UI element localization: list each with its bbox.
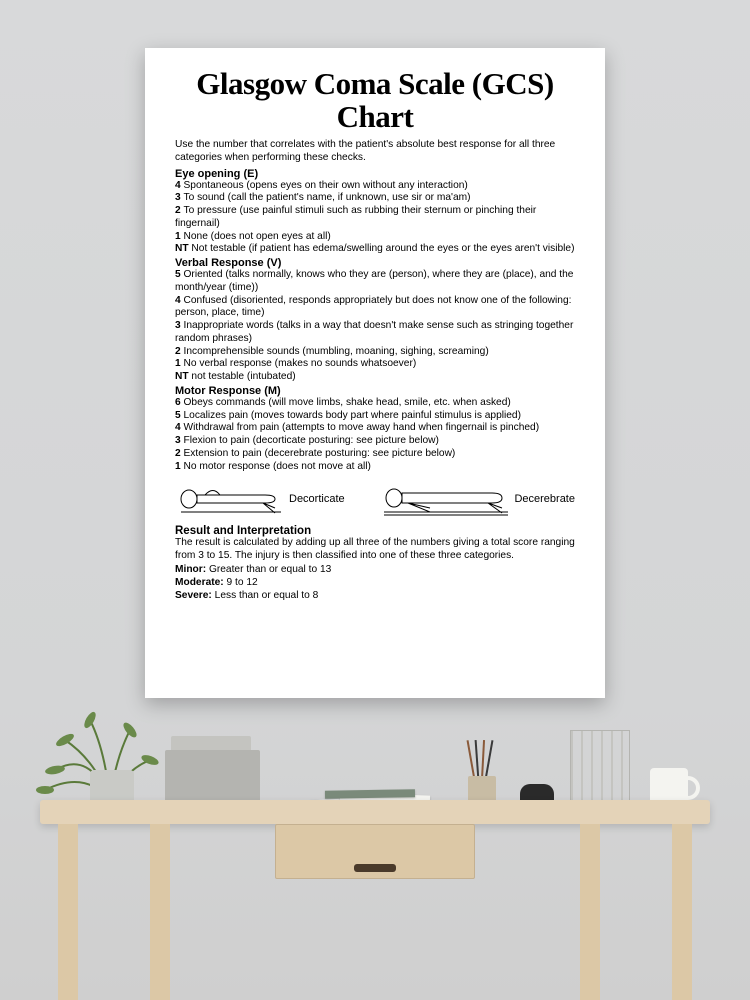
score-text: Obeys commands (will move limbs, shake h… (184, 397, 511, 408)
scale-item: 4 Confused (disoriented, responds approp… (175, 295, 575, 321)
motor-items: 6 Obeys commands (will move limbs, shake… (175, 397, 575, 474)
score: 1 (175, 231, 184, 242)
wire-rack (570, 730, 630, 810)
decerebrate-label: Decerebrate (514, 493, 575, 505)
table-leg (58, 824, 78, 1000)
classification-row: Severe: Less than or equal to 8 (175, 589, 575, 602)
score-text: Extension to pain (decerebrate posturing… (184, 448, 456, 459)
score: 1 (175, 358, 184, 369)
table-leg (672, 824, 692, 1000)
result-classes: Minor: Greater than or equal to 13Modera… (175, 563, 575, 603)
classification-range: 9 to 12 (227, 577, 258, 588)
score: 1 (175, 461, 184, 472)
score-text: Flexion to pain (decorticate posturing: … (184, 435, 439, 446)
score-text: Oriented (talks normally, knows who they… (175, 269, 573, 293)
score: 4 (175, 295, 184, 306)
scale-item: 1 No motor response (does not move at al… (175, 461, 575, 474)
verbal-items: 5 Oriented (talks normally, knows who th… (175, 269, 575, 384)
classification-range: Greater than or equal to 13 (209, 564, 331, 575)
score-text: None (does not open eyes at all) (184, 231, 331, 242)
decorticate-figure: Decorticate (175, 478, 345, 520)
score: 2 (175, 448, 184, 459)
desk-scene (0, 710, 750, 1000)
score: 4 (175, 422, 184, 433)
table-leg (580, 824, 600, 1000)
scale-item: 2 Extension to pain (decerebrate posturi… (175, 448, 575, 461)
classification-row: Minor: Greater than or equal to 13 (175, 563, 575, 576)
poster-title: Glasgow Coma Scale (GCS) Chart (175, 68, 575, 133)
score: 3 (175, 435, 184, 446)
classification-row: Moderate: 9 to 12 (175, 576, 575, 589)
score-text: To pressure (use painful stimuli such as… (175, 205, 536, 229)
intro-text: Use the number that correlates with the … (175, 139, 575, 165)
score: 3 (175, 320, 184, 331)
scale-item: 3 Inappropriate words (talks in a way th… (175, 320, 575, 346)
score: 6 (175, 397, 184, 408)
section-head-verbal: Verbal Response (V) (175, 257, 575, 269)
eye-items: 4 Spontaneous (opens eyes on their own w… (175, 180, 575, 257)
scale-item: 3 Flexion to pain (decorticate posturing… (175, 435, 575, 448)
score-text: Incomprehensible sounds (mumbling, moani… (184, 346, 489, 357)
scale-item: 3 To sound (call the patient's name, if … (175, 192, 575, 205)
drawer (275, 824, 475, 879)
score: 4 (175, 180, 184, 191)
decorticate-label: Decorticate (289, 493, 345, 505)
score-text: Withdrawal from pain (attempts to move a… (184, 422, 540, 433)
scale-item: 2 Incomprehensible sounds (mumbling, moa… (175, 346, 575, 359)
classification-label: Severe: (175, 590, 215, 601)
classification-label: Moderate: (175, 577, 227, 588)
scale-item: 1 No verbal response (makes no sounds wh… (175, 358, 575, 371)
score: 5 (175, 269, 184, 280)
score: 5 (175, 410, 184, 421)
poster: Glasgow Coma Scale (GCS) Chart Use the n… (145, 48, 605, 698)
score-text: Spontaneous (opens eyes on their own wit… (184, 180, 468, 191)
scale-item: NT not testable (intubated) (175, 371, 575, 384)
scale-item: 2 To pressure (use painful stimuli such … (175, 205, 575, 231)
score-text: Inappropriate words (talks in a way that… (175, 320, 573, 344)
classification-label: Minor: (175, 564, 209, 575)
score-text: No motor response (does not move at all) (184, 461, 371, 472)
decerebrate-figure: Decerebrate (380, 478, 575, 520)
score-text: Not testable (if patient has edema/swell… (191, 243, 574, 254)
score-text: Localizes pain (moves towards body part … (184, 410, 522, 421)
posture-figures: Decorticate Decerebrate (175, 475, 575, 523)
result-heading: Result and Interpretation (175, 525, 575, 537)
score-text: Confused (disoriented, responds appropri… (175, 295, 571, 319)
scale-item: 4 Spontaneous (opens eyes on their own w… (175, 180, 575, 193)
table-top (40, 800, 710, 824)
scale-item: 5 Oriented (talks normally, knows who th… (175, 269, 575, 295)
score: NT (175, 371, 191, 382)
score-text: To sound (call the patient's name, if un… (184, 192, 471, 203)
scale-item: NT Not testable (if patient has edema/sw… (175, 243, 575, 256)
score-text: not testable (intubated) (191, 371, 295, 382)
result-text: The result is calculated by adding up al… (175, 537, 575, 563)
classification-range: Less than or equal to 8 (215, 590, 319, 601)
decerebrate-icon (380, 478, 510, 520)
section-head-eye: Eye opening (E) (175, 168, 575, 180)
scale-item: 6 Obeys commands (will move limbs, shake… (175, 397, 575, 410)
score: NT (175, 243, 191, 254)
score: 2 (175, 346, 184, 357)
score-text: No verbal response (makes no sounds what… (184, 358, 417, 369)
score: 2 (175, 205, 184, 216)
scale-item: 1 None (does not open eyes at all) (175, 231, 575, 244)
scale-item: 5 Localizes pain (moves towards body par… (175, 410, 575, 423)
section-head-motor: Motor Response (M) (175, 385, 575, 397)
table-leg (150, 824, 170, 1000)
decorticate-icon (175, 478, 285, 520)
scale-item: 4 Withdrawal from pain (attempts to move… (175, 422, 575, 435)
score: 3 (175, 192, 184, 203)
